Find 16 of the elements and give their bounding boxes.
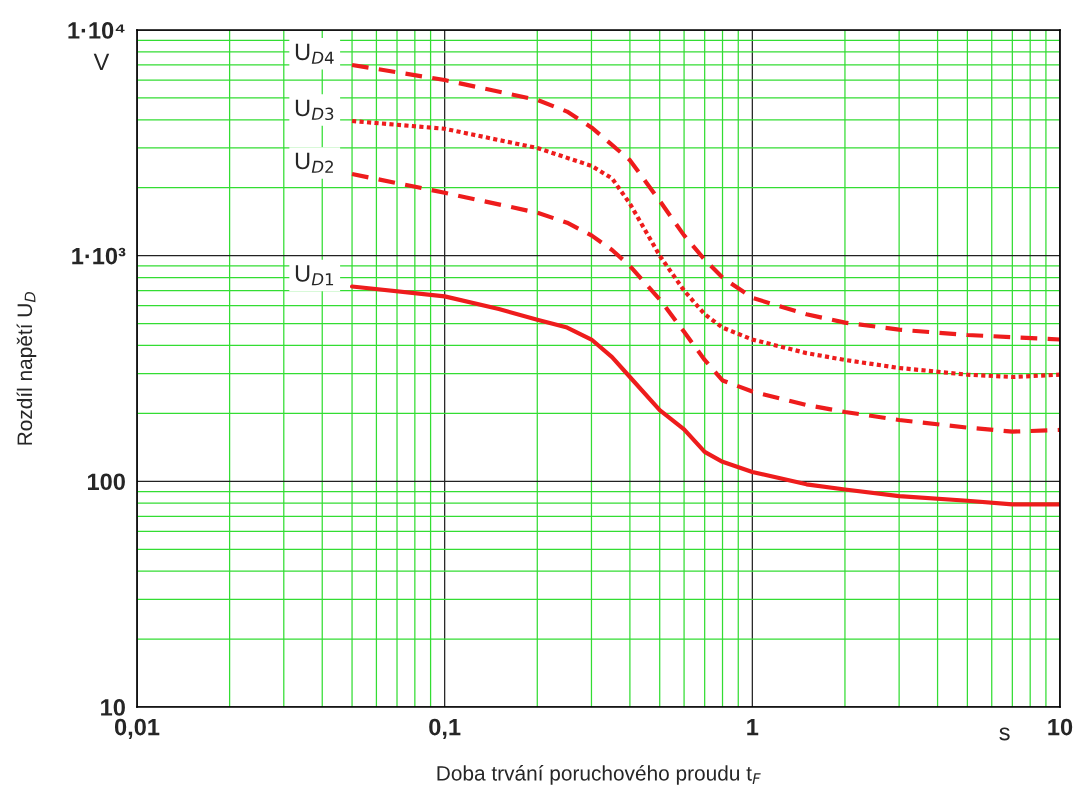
x-tick-label: 1	[747, 718, 759, 736]
y-tick-label: 1·10⁴	[68, 22, 125, 39]
x-tick-label: 0,01	[114, 718, 160, 739]
x-tick-label: 10	[1048, 718, 1073, 736]
text: V	[93, 53, 110, 70]
y-tick-label: 1·10³	[72, 247, 126, 265]
x-axis-title: Doba trvání poruchového proudu t$_{F}$	[437, 765, 761, 785]
series-label: U$_{D4}$	[295, 43, 334, 64]
y-tick-label: 10	[101, 699, 125, 716]
series-label: U$_{D1}$	[295, 265, 334, 286]
y-axis-title: Rozdíl napětí U$_{D}$	[16, 291, 37, 445]
x-tick-label: 0,1	[429, 718, 461, 739]
series-label: U$_{D3}$	[295, 99, 334, 121]
series-label: U$_{D2}$	[295, 152, 333, 173]
text: s	[999, 727, 1010, 741]
y-tick-label: 100	[87, 473, 125, 491]
